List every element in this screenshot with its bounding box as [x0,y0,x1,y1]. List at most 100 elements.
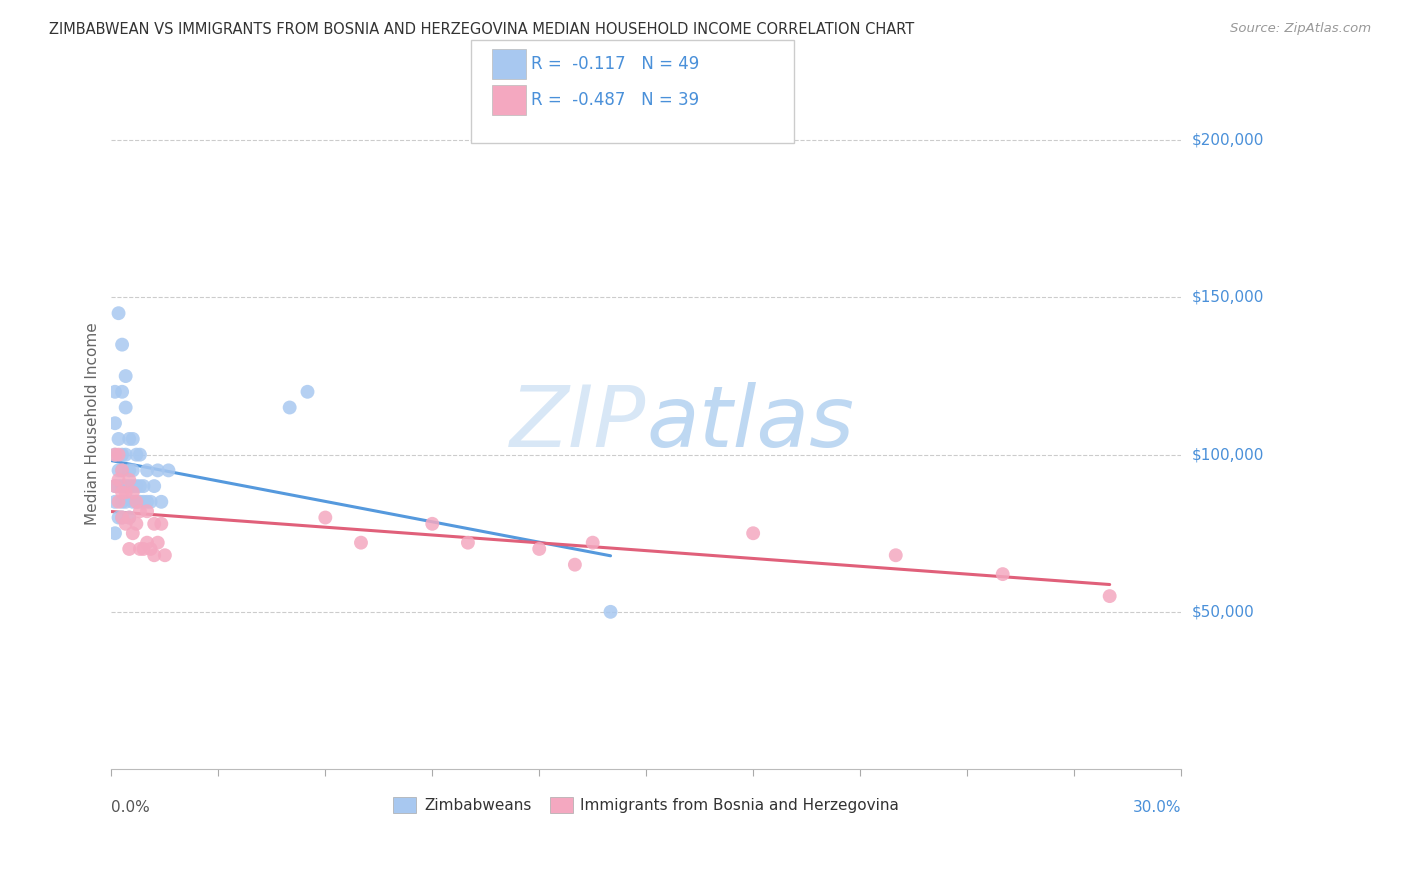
Point [118,479,141,493]
Point [114,448,136,462]
Point [884,548,907,562]
Point [104,448,127,462]
Point [150,516,173,531]
Point [104,416,127,430]
Point [143,548,166,562]
Point [107,306,129,320]
Point [107,495,129,509]
Point [111,479,134,493]
Point [121,479,143,493]
Point [111,463,134,477]
Point [136,463,159,477]
Point [582,535,605,549]
Point [146,463,169,477]
Point [118,541,141,556]
Point [125,448,148,462]
Point [599,605,621,619]
Y-axis label: Median Household Income: Median Household Income [86,322,100,524]
Point [118,510,141,524]
Point [114,479,136,493]
Point [1098,589,1121,603]
Point [564,558,586,572]
Point [107,473,129,487]
Point [111,384,134,399]
Point [157,463,180,477]
Point [118,463,141,477]
Text: 30.0%: 30.0% [1132,799,1181,814]
Point [129,448,152,462]
Point [457,535,479,549]
Point [139,541,162,556]
Point [114,485,136,500]
Text: Source: ZipAtlas.com: Source: ZipAtlas.com [1230,22,1371,36]
Point [111,463,134,477]
Point [125,479,148,493]
Text: R =  -0.487   N = 39: R = -0.487 N = 39 [531,91,700,109]
Point [121,485,143,500]
Point [129,479,152,493]
Point [132,541,155,556]
Point [107,510,129,524]
Text: ZIP: ZIP [510,382,647,465]
Point [742,526,765,541]
Point [107,479,129,493]
Text: 0.0%: 0.0% [111,799,150,814]
Point [991,567,1014,582]
Point [297,384,319,399]
Point [104,448,127,462]
Point [104,526,127,541]
Point [107,432,129,446]
Point [129,504,152,518]
Text: $100,000: $100,000 [1192,447,1264,462]
Point [121,463,143,477]
Text: $50,000: $50,000 [1192,605,1254,619]
Point [111,510,134,524]
Text: $150,000: $150,000 [1192,290,1264,305]
Point [350,535,373,549]
Point [125,516,148,531]
Point [114,495,136,509]
Point [125,495,148,509]
Point [136,535,159,549]
Point [314,510,336,524]
Text: atlas: atlas [647,382,855,465]
Point [153,548,176,562]
Point [107,463,129,477]
Point [132,495,155,509]
Point [529,541,551,556]
Legend: Zimbabweans, Immigrants from Bosnia and Herzegovina: Zimbabweans, Immigrants from Bosnia and … [394,797,898,814]
Point [111,337,134,351]
Point [104,479,127,493]
Point [118,432,141,446]
Point [121,495,143,509]
Point [107,448,129,462]
Point [114,369,136,384]
Point [114,401,136,415]
Point [139,495,162,509]
Point [129,541,152,556]
Text: R =  -0.117   N = 49: R = -0.117 N = 49 [531,55,700,73]
Text: ZIMBABWEAN VS IMMIGRANTS FROM BOSNIA AND HERZEGOVINA MEDIAN HOUSEHOLD INCOME COR: ZIMBABWEAN VS IMMIGRANTS FROM BOSNIA AND… [49,22,914,37]
Point [146,535,169,549]
Point [150,495,173,509]
Point [111,510,134,524]
Point [132,479,155,493]
Point [121,432,143,446]
Point [111,495,134,509]
Point [118,473,141,487]
Point [104,384,127,399]
Point [420,516,443,531]
Point [143,479,166,493]
Point [104,479,127,493]
Point [114,516,136,531]
Point [136,504,159,518]
Point [136,495,159,509]
Point [118,510,141,524]
Point [104,495,127,509]
Point [143,516,166,531]
Point [278,401,301,415]
Point [121,526,143,541]
Text: $200,000: $200,000 [1192,133,1264,148]
Point [129,495,152,509]
Point [111,448,134,462]
